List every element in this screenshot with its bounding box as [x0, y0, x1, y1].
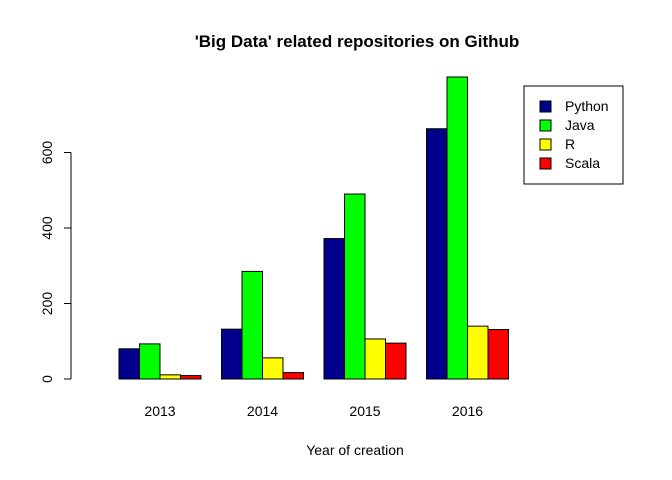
- x-axis-label: Year of creation: [306, 442, 404, 458]
- bar-r-2014: [262, 357, 284, 380]
- bar-java-2013: [139, 343, 161, 380]
- bar-java-2014: [241, 270, 263, 380]
- bar-r-2013: [159, 374, 181, 380]
- x-tick-label-2014: 2014: [247, 403, 278, 419]
- legend-swatch-python: [539, 100, 552, 113]
- legend-label-r: R: [565, 136, 575, 152]
- legend-swatch-scala: [539, 157, 552, 170]
- legend-swatch-r: [539, 138, 552, 151]
- x-axis: 2013 2014 2015 2016: [144, 403, 483, 419]
- bar-scala-2013: [180, 375, 202, 380]
- bar-r-2015: [364, 338, 386, 380]
- legend-label-scala: Scala: [565, 155, 600, 171]
- bar-scala-2015: [385, 342, 407, 380]
- y-axis: 0 200 400 600: [39, 141, 72, 383]
- bar-scala-2014: [282, 372, 304, 380]
- bars-group: [118, 76, 509, 380]
- bar-scala-2016: [487, 329, 509, 380]
- legend-label-java: Java: [565, 117, 595, 133]
- bar-r-2016: [467, 325, 489, 380]
- bar-python-2015: [323, 238, 345, 380]
- bar-python-2014: [221, 328, 243, 380]
- y-tick-label-0: 0: [39, 375, 55, 383]
- x-tick-label-2016: 2016: [452, 403, 483, 419]
- chart-title: 'Big Data' related repositories on Githu…: [195, 32, 520, 51]
- y-tick-label-200: 200: [39, 292, 55, 316]
- bar-python-2016: [426, 128, 448, 380]
- legend-label-python: Python: [565, 98, 609, 114]
- legend: Python Java R Scala: [523, 85, 624, 185]
- y-tick-label-600: 600: [39, 141, 55, 165]
- y-tick-label-400: 400: [39, 216, 55, 240]
- x-tick-label-2013: 2013: [144, 403, 175, 419]
- bar-java-2015: [344, 193, 366, 380]
- bar-java-2016: [446, 76, 468, 380]
- legend-swatch-java: [539, 119, 552, 132]
- x-tick-label-2015: 2015: [349, 403, 380, 419]
- bar-python-2013: [118, 348, 140, 380]
